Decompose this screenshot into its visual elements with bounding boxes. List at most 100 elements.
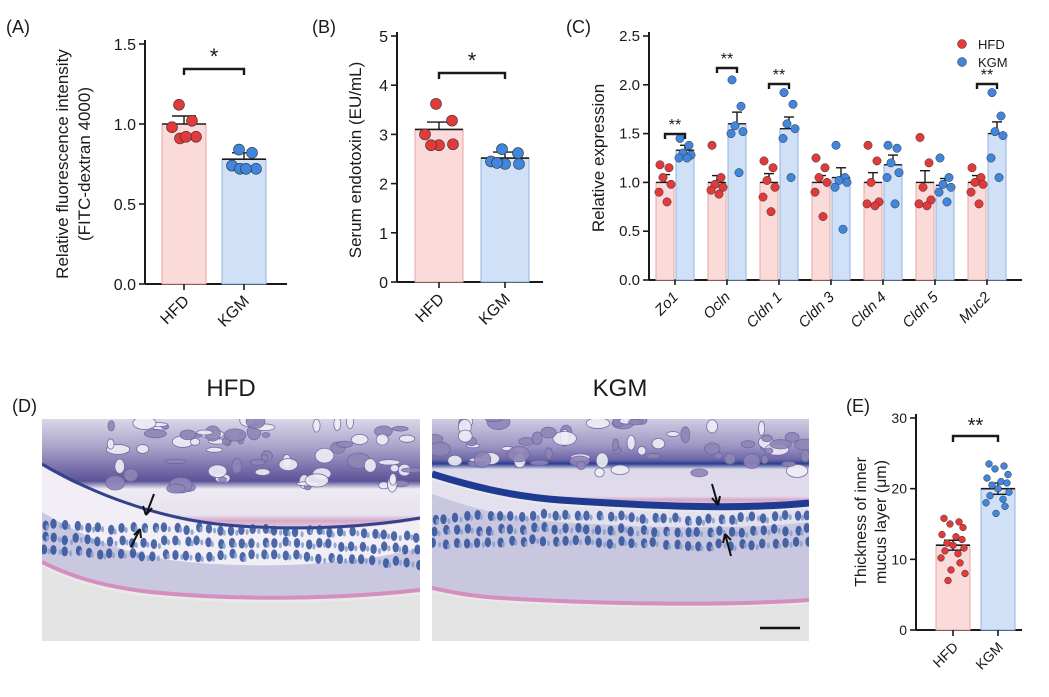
cell-nucleus — [473, 537, 481, 548]
cell-goblet — [411, 548, 415, 555]
cell-nucleus — [129, 548, 137, 559]
data-point — [814, 173, 824, 182]
y-tick-label: 2.5 — [619, 28, 640, 45]
cell-goblet — [645, 529, 649, 536]
cell-goblet — [199, 526, 203, 533]
cell-nucleus — [607, 525, 614, 536]
cell-goblet — [288, 540, 292, 547]
cell-goblet — [256, 542, 260, 549]
cell-nucleus — [183, 525, 190, 536]
significance-label: * — [468, 48, 477, 73]
cell-nucleus — [474, 509, 481, 520]
debris — [760, 454, 769, 465]
legend-label-kgm: KGM — [978, 55, 1008, 70]
cell-goblet — [591, 539, 595, 546]
cell-nucleus — [193, 535, 200, 546]
cell-goblet — [134, 526, 138, 533]
cell-nucleus — [674, 527, 681, 538]
cell-goblet — [69, 550, 73, 557]
cell-nucleus — [282, 550, 290, 561]
cell-goblet — [419, 537, 420, 542]
cell-goblet — [114, 540, 118, 547]
cell-nucleus — [326, 527, 333, 538]
debris — [391, 426, 409, 432]
debris — [179, 429, 197, 441]
debris — [651, 437, 666, 450]
cell-goblet — [679, 531, 684, 538]
cell-goblet — [635, 516, 639, 523]
debris — [585, 419, 611, 429]
data-point — [944, 173, 954, 182]
data-point — [966, 187, 976, 197]
cell-nucleus — [61, 546, 68, 557]
significance-bracket — [951, 434, 1000, 442]
bar-kgm — [480, 157, 530, 283]
cell-nucleus — [805, 536, 809, 547]
cell-goblet — [666, 530, 670, 537]
cell-goblet — [548, 512, 552, 519]
cell-goblet — [711, 531, 715, 538]
data-point — [924, 158, 934, 168]
cell-nucleus — [50, 532, 57, 543]
x-tick-label: KGM — [215, 293, 253, 331]
data-point — [940, 514, 948, 522]
significance-bracket — [182, 67, 246, 75]
cell-goblet — [200, 539, 204, 546]
bar-kgm — [675, 149, 695, 281]
cell-nucleus — [336, 526, 344, 537]
cell-nucleus — [729, 514, 736, 525]
cell-nucleus — [574, 510, 582, 521]
data-point — [998, 131, 1008, 141]
cell-nucleus — [206, 551, 213, 562]
cell-nucleus — [392, 542, 399, 553]
cell-nucleus — [270, 549, 278, 560]
data-point — [937, 554, 945, 562]
cell-goblet — [113, 528, 117, 535]
data-point — [714, 189, 724, 199]
cell-nucleus — [282, 536, 289, 547]
cell-goblet — [469, 542, 474, 549]
y-tick-label: 1 — [379, 226, 388, 243]
cell-nucleus — [291, 527, 299, 538]
x-tick-label: Ocln — [700, 289, 734, 323]
cell-nucleus — [370, 544, 377, 555]
y-tick-label: 0.5 — [619, 223, 640, 240]
cell-goblet — [146, 555, 150, 562]
data-point — [883, 140, 893, 150]
data-point — [890, 199, 900, 209]
data-point — [766, 207, 776, 217]
cell-goblet — [490, 530, 494, 537]
cell-nucleus — [685, 527, 692, 538]
cell-nucleus — [606, 538, 614, 549]
debris — [645, 453, 661, 459]
cell-goblet — [777, 527, 781, 534]
debris — [594, 467, 605, 478]
cell-goblet — [222, 543, 226, 550]
debris — [485, 419, 504, 422]
debris — [314, 447, 335, 464]
cell-goblet — [591, 528, 595, 535]
y-tick-label: 1.0 — [619, 174, 640, 191]
cell-nucleus — [62, 519, 69, 530]
cell-goblet — [243, 555, 247, 562]
y-tick-label: 0 — [899, 622, 907, 638]
data-point — [727, 75, 737, 85]
cell-nucleus — [401, 544, 409, 555]
cell-goblet — [536, 538, 540, 545]
cell-goblet — [745, 516, 749, 523]
debris — [278, 458, 299, 471]
cell-goblet — [421, 549, 424, 555]
data-point — [986, 153, 996, 163]
cell-goblet — [501, 527, 506, 534]
cell-nucleus — [217, 550, 224, 561]
y-tick-label: 1.0 — [114, 117, 136, 134]
data-point — [914, 199, 924, 209]
debris — [800, 449, 809, 463]
cell-goblet — [124, 526, 128, 533]
cell-nucleus — [249, 524, 256, 535]
significance-bracket — [767, 82, 791, 89]
data-point — [894, 168, 904, 178]
data-point — [818, 212, 828, 222]
debris — [529, 459, 549, 466]
cell-nucleus — [562, 509, 569, 520]
